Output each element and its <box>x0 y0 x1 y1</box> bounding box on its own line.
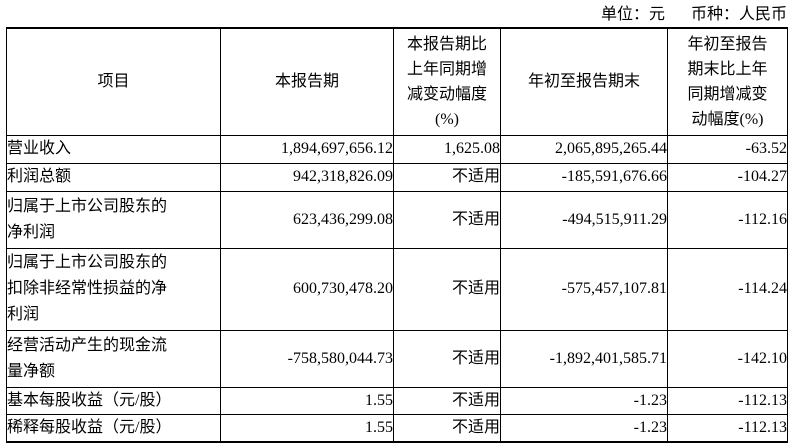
key-figures-table: 项目 本报告期 本报告期比 上年同期增 减变动幅度 (%) 年初至报告期末 年初… <box>6 27 788 443</box>
col-header-item: 项目 <box>6 27 221 136</box>
table-row-revenue: 营业收入 1,894,697,656.12 1,625.08 2,065,895… <box>6 134 788 164</box>
cell-current-change: 不适用 <box>393 329 501 388</box>
cell-ytd: -1.23 <box>500 413 668 442</box>
cell-item: 稀释每股收益（元/股） <box>6 413 221 442</box>
currency-label: 币种：人民币 <box>690 6 787 23</box>
table-row-net-profit-excl-nonrecurring: 归属于上市公司股东的 扣除非经常性损益的净 利润 600,730,478.20 … <box>6 247 788 331</box>
cell-current-period: 623,436,299.08 <box>220 190 394 249</box>
cell-ytd-change: -142.10 <box>667 329 788 388</box>
unit-label: 单位：元 <box>600 6 665 23</box>
cell-ytd-change: -104.27 <box>667 162 788 192</box>
table-row-total-profit: 利润总额 942,318,826.09 不适用 -185,591,676.66 … <box>6 162 788 192</box>
cell-ytd: -494,515,911.29 <box>500 190 668 249</box>
col-header-ytd: 年初至报告期末 <box>500 27 668 136</box>
cell-item: 营业收入 <box>6 134 221 164</box>
cell-current-period: -758,580,044.73 <box>220 329 394 388</box>
cell-current-period: 1.55 <box>220 386 394 415</box>
cell-current-change: 不适用 <box>393 247 501 331</box>
cell-ytd-change: -112.13 <box>667 386 788 415</box>
col-header-ytd-change: 年初至报告 期末比上年 同期增减变 动幅度(%) <box>667 27 788 136</box>
table-header-row: 项目 本报告期 本报告期比 上年同期增 减变动幅度 (%) 年初至报告期末 年初… <box>6 27 788 136</box>
cell-item: 经营活动产生的现金流 量净额 <box>6 329 221 388</box>
cell-ytd-change: -63.52 <box>667 134 788 164</box>
cell-ytd: -575,457,107.81 <box>500 247 668 331</box>
col-header-current-period: 本报告期 <box>220 27 394 136</box>
cell-item: 归属于上市公司股东的 净利润 <box>6 190 221 249</box>
cell-current-period: 600,730,478.20 <box>220 247 394 331</box>
cell-item: 利润总额 <box>6 162 221 192</box>
cell-current-change: 不适用 <box>393 162 501 192</box>
table-row-net-profit: 归属于上市公司股东的 净利润 623,436,299.08 不适用 -494,5… <box>6 190 788 249</box>
cell-ytd-change: -112.16 <box>667 190 788 249</box>
cell-ytd-change: -114.24 <box>667 247 788 331</box>
table-row-operating-cash-flow: 经营活动产生的现金流 量净额 -758,580,044.73 不适用 -1,89… <box>6 329 788 388</box>
col-header-current-change: 本报告期比 上年同期增 减变动幅度 (%) <box>393 27 501 136</box>
unit-currency-line: 单位：元 币种：人民币 <box>0 0 787 25</box>
cell-current-change: 1,625.08 <box>393 134 501 164</box>
table-row-diluted-eps: 稀释每股收益（元/股） 1.55 不适用 -1.23 -112.13 <box>6 413 788 442</box>
cell-current-change: 不适用 <box>393 386 501 415</box>
cell-ytd: -1.23 <box>500 386 668 415</box>
cell-current-change: 不适用 <box>393 190 501 249</box>
cell-current-period: 1.55 <box>220 413 394 442</box>
cell-current-period: 942,318,826.09 <box>220 162 394 192</box>
cell-current-period: 1,894,697,656.12 <box>220 134 394 164</box>
cell-item: 归属于上市公司股东的 扣除非经常性损益的净 利润 <box>6 247 221 331</box>
cell-current-change: 不适用 <box>393 413 501 442</box>
cell-ytd: -1,892,401,585.71 <box>500 329 668 388</box>
cell-ytd-change: -112.13 <box>667 413 788 442</box>
cell-ytd: 2,065,895,265.44 <box>500 134 668 164</box>
table-row-basic-eps: 基本每股收益（元/股） 1.55 不适用 -1.23 -112.13 <box>6 386 788 415</box>
cell-item: 基本每股收益（元/股） <box>6 386 221 415</box>
cell-ytd: -185,591,676.66 <box>500 162 668 192</box>
